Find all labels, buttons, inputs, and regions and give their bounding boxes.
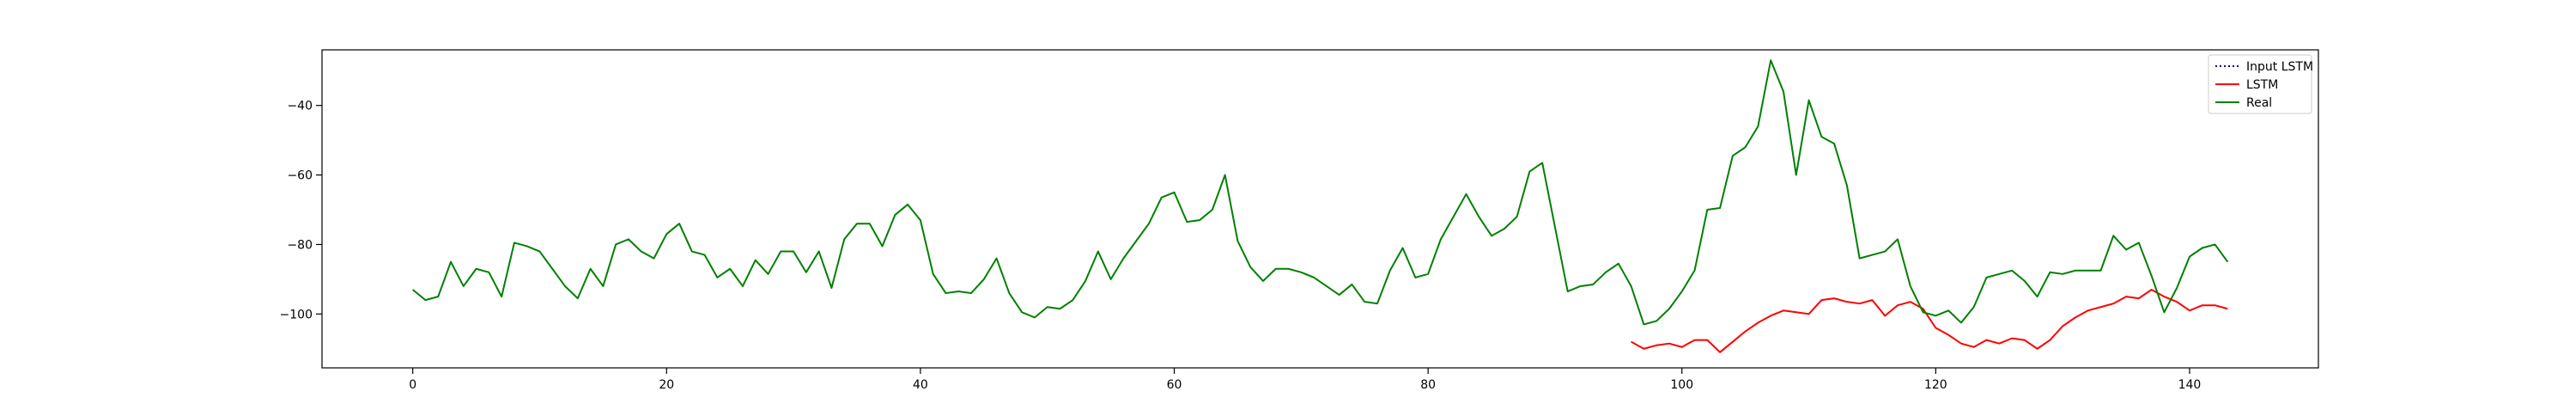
y-tick-label: −60	[287, 169, 313, 183]
x-tick-label: 0	[409, 378, 416, 392]
y-tick-label: −40	[287, 100, 313, 113]
series-line-real	[412, 59, 2229, 326]
x-tick-label: 40	[913, 378, 928, 392]
legend-box	[2208, 54, 2312, 114]
x-tick-label: 140	[2178, 378, 2202, 392]
x-tick-label: 100	[1670, 378, 1693, 392]
legend-label-real: Real	[2246, 96, 2272, 110]
x-tick-label: 80	[1420, 378, 1436, 392]
axes-frame	[321, 49, 2319, 369]
legend-label-lstm: LSTM	[2246, 78, 2278, 92]
y-tick-label: −100	[280, 308, 313, 321]
series-line-lstm	[1631, 289, 2228, 353]
y-tick-label: −80	[287, 238, 313, 252]
x-tick-label: 60	[1167, 378, 1182, 392]
axes: 0 20 40 60 80 100 120 140 −100 −80 −60 −40	[280, 49, 2319, 392]
x-tick-label: 20	[659, 378, 674, 392]
x-tick-label: 120	[1924, 378, 1947, 392]
legend-label-input-lstm: Input LSTM	[2246, 60, 2313, 74]
plot-area	[412, 59, 2229, 353]
legend: Input LSTM LSTM Real	[2208, 54, 2313, 114]
